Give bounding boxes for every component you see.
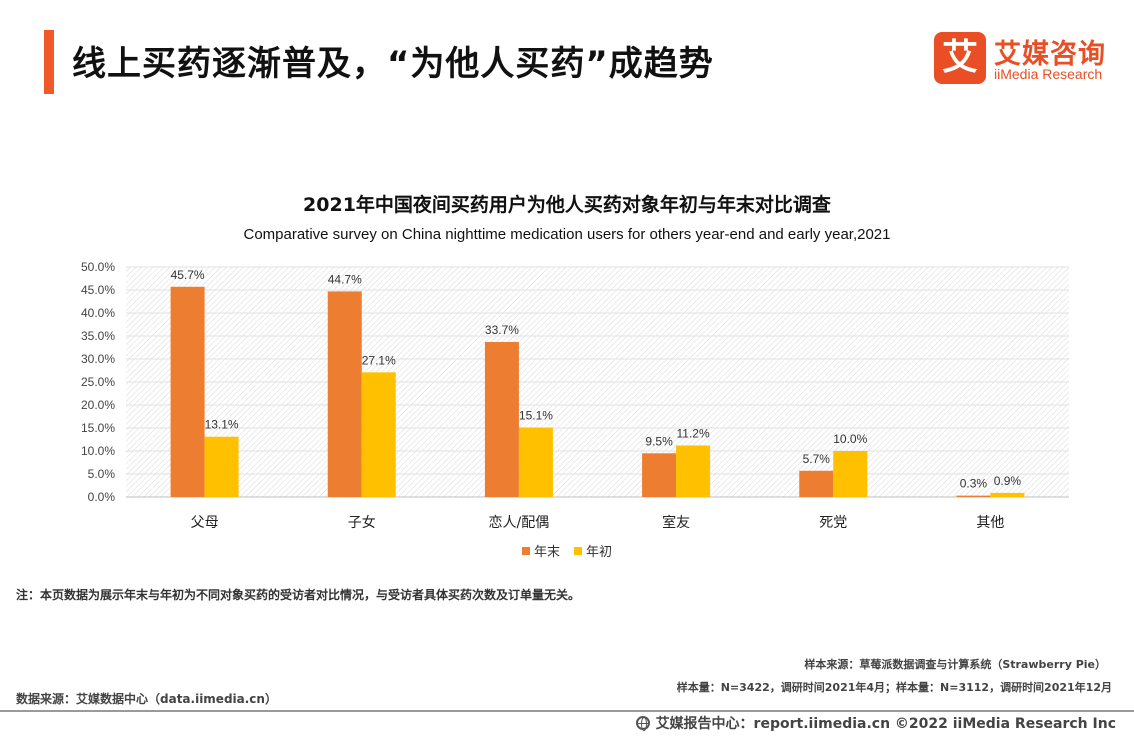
bar-year-end <box>484 341 519 497</box>
y-tick-label: 50.0% <box>81 260 115 274</box>
y-tick-label: 25.0% <box>81 375 115 389</box>
y-tick-label: 35.0% <box>81 329 115 343</box>
sample-size: 样本量：N=3422，调研时间2021年4月；样本量：N=3112，调研时间20… <box>676 681 1112 694</box>
data-label: 33.7% <box>485 323 519 337</box>
bar-year-start <box>204 436 239 497</box>
globe-icon <box>635 716 650 731</box>
logo-name-en: iiMedia Research <box>994 66 1103 82</box>
legend-item: 年末 <box>521 541 560 560</box>
chart-subtitle: Comparative survey on China nighttime me… <box>243 226 891 243</box>
iimedia-logo: 艾 艾媒咨询 iiMedia Research <box>934 32 1124 88</box>
footer-text: 艾媒报告中心：report.iimedia.cn ©2022 iiMedia R… <box>655 716 1116 732</box>
bar-chart: 0.0% 5.0% 10.0% 15.0% 20.0% 25.0% 30.0% 35.0% 40… <box>81 260 1069 531</box>
x-tick-label: 室友 <box>662 514 690 531</box>
logo-mark: 艾 <box>934 32 986 84</box>
bar-year-start <box>990 492 1025 497</box>
title-accent-bar <box>44 30 54 94</box>
y-tick-label: 20.0% <box>81 398 115 412</box>
bar-year-end <box>642 453 677 497</box>
bar-year-start <box>676 445 711 497</box>
y-tick-label: 15.0% <box>81 421 115 435</box>
data-source: 数据来源：艾媒数据中心（data.iimedia.cn） <box>16 692 277 706</box>
x-tick-label: 父母 <box>191 515 219 531</box>
logo-name-cn: 艾媒咨询 <box>994 39 1106 70</box>
y-tick-label: 0.0% <box>88 490 116 504</box>
legend-label: 年末 <box>533 545 560 560</box>
data-label: 11.2% <box>677 426 710 440</box>
bar-year-end <box>327 291 362 497</box>
legend-swatch <box>521 546 530 555</box>
bar-year-end <box>956 495 991 497</box>
data-label: 9.5% <box>645 434 673 448</box>
chart-legend: 年末 年初 <box>0 541 1134 560</box>
bar-year-end <box>170 286 205 497</box>
data-label: 13.1% <box>205 418 239 432</box>
page-title: 线上买药逐渐普及，“为他人买药”成趋势 <box>72 44 714 84</box>
legend-item: 年初 <box>574 541 612 560</box>
bar-year-start <box>518 427 553 497</box>
legend-swatch <box>574 546 582 555</box>
data-label: 0.3% <box>960 477 988 491</box>
y-tick-label: 45.0% <box>81 283 115 297</box>
y-tick-label: 30.0% <box>81 352 115 366</box>
y-tick-label: 5.0% <box>88 467 116 481</box>
data-label: 27.1% <box>362 353 396 367</box>
y-tick-label: 10.0% <box>81 444 115 458</box>
footer-divider <box>0 710 1134 712</box>
bar-year-start <box>361 372 396 497</box>
data-label: 10.0% <box>833 432 867 446</box>
x-tick-label: 其他 <box>976 515 1004 531</box>
sample-source: 样本来源：草莓派数据调查与计算系统（Strawberry Pie） <box>804 658 1106 671</box>
chart-note: 注：本页数据为展示年末与年初为不同对象买药的受访者对比情况，与受访者具体买药次数… <box>16 588 581 602</box>
y-tick-label: 40.0% <box>81 306 115 320</box>
chart-title: 2021年中国夜间买药用户为他人买药对象年初与年末对比调查 <box>303 194 831 216</box>
x-tick-label: 死党 <box>819 515 847 531</box>
data-label: 44.7% <box>328 272 362 286</box>
footer: 艾媒报告中心：report.iimedia.cn ©2022 iiMedia R… <box>635 713 1116 733</box>
data-label: 0.9% <box>994 474 1022 488</box>
bar-year-start <box>833 451 868 497</box>
x-tick-label: 恋人/配偶 <box>489 514 550 531</box>
legend-label: 年初 <box>586 545 613 560</box>
data-label: 45.7% <box>171 268 205 282</box>
x-tick-label: 子女 <box>348 514 376 531</box>
data-label: 5.7% <box>803 452 831 466</box>
data-label: 15.1% <box>519 409 553 423</box>
bar-year-end <box>799 470 834 497</box>
